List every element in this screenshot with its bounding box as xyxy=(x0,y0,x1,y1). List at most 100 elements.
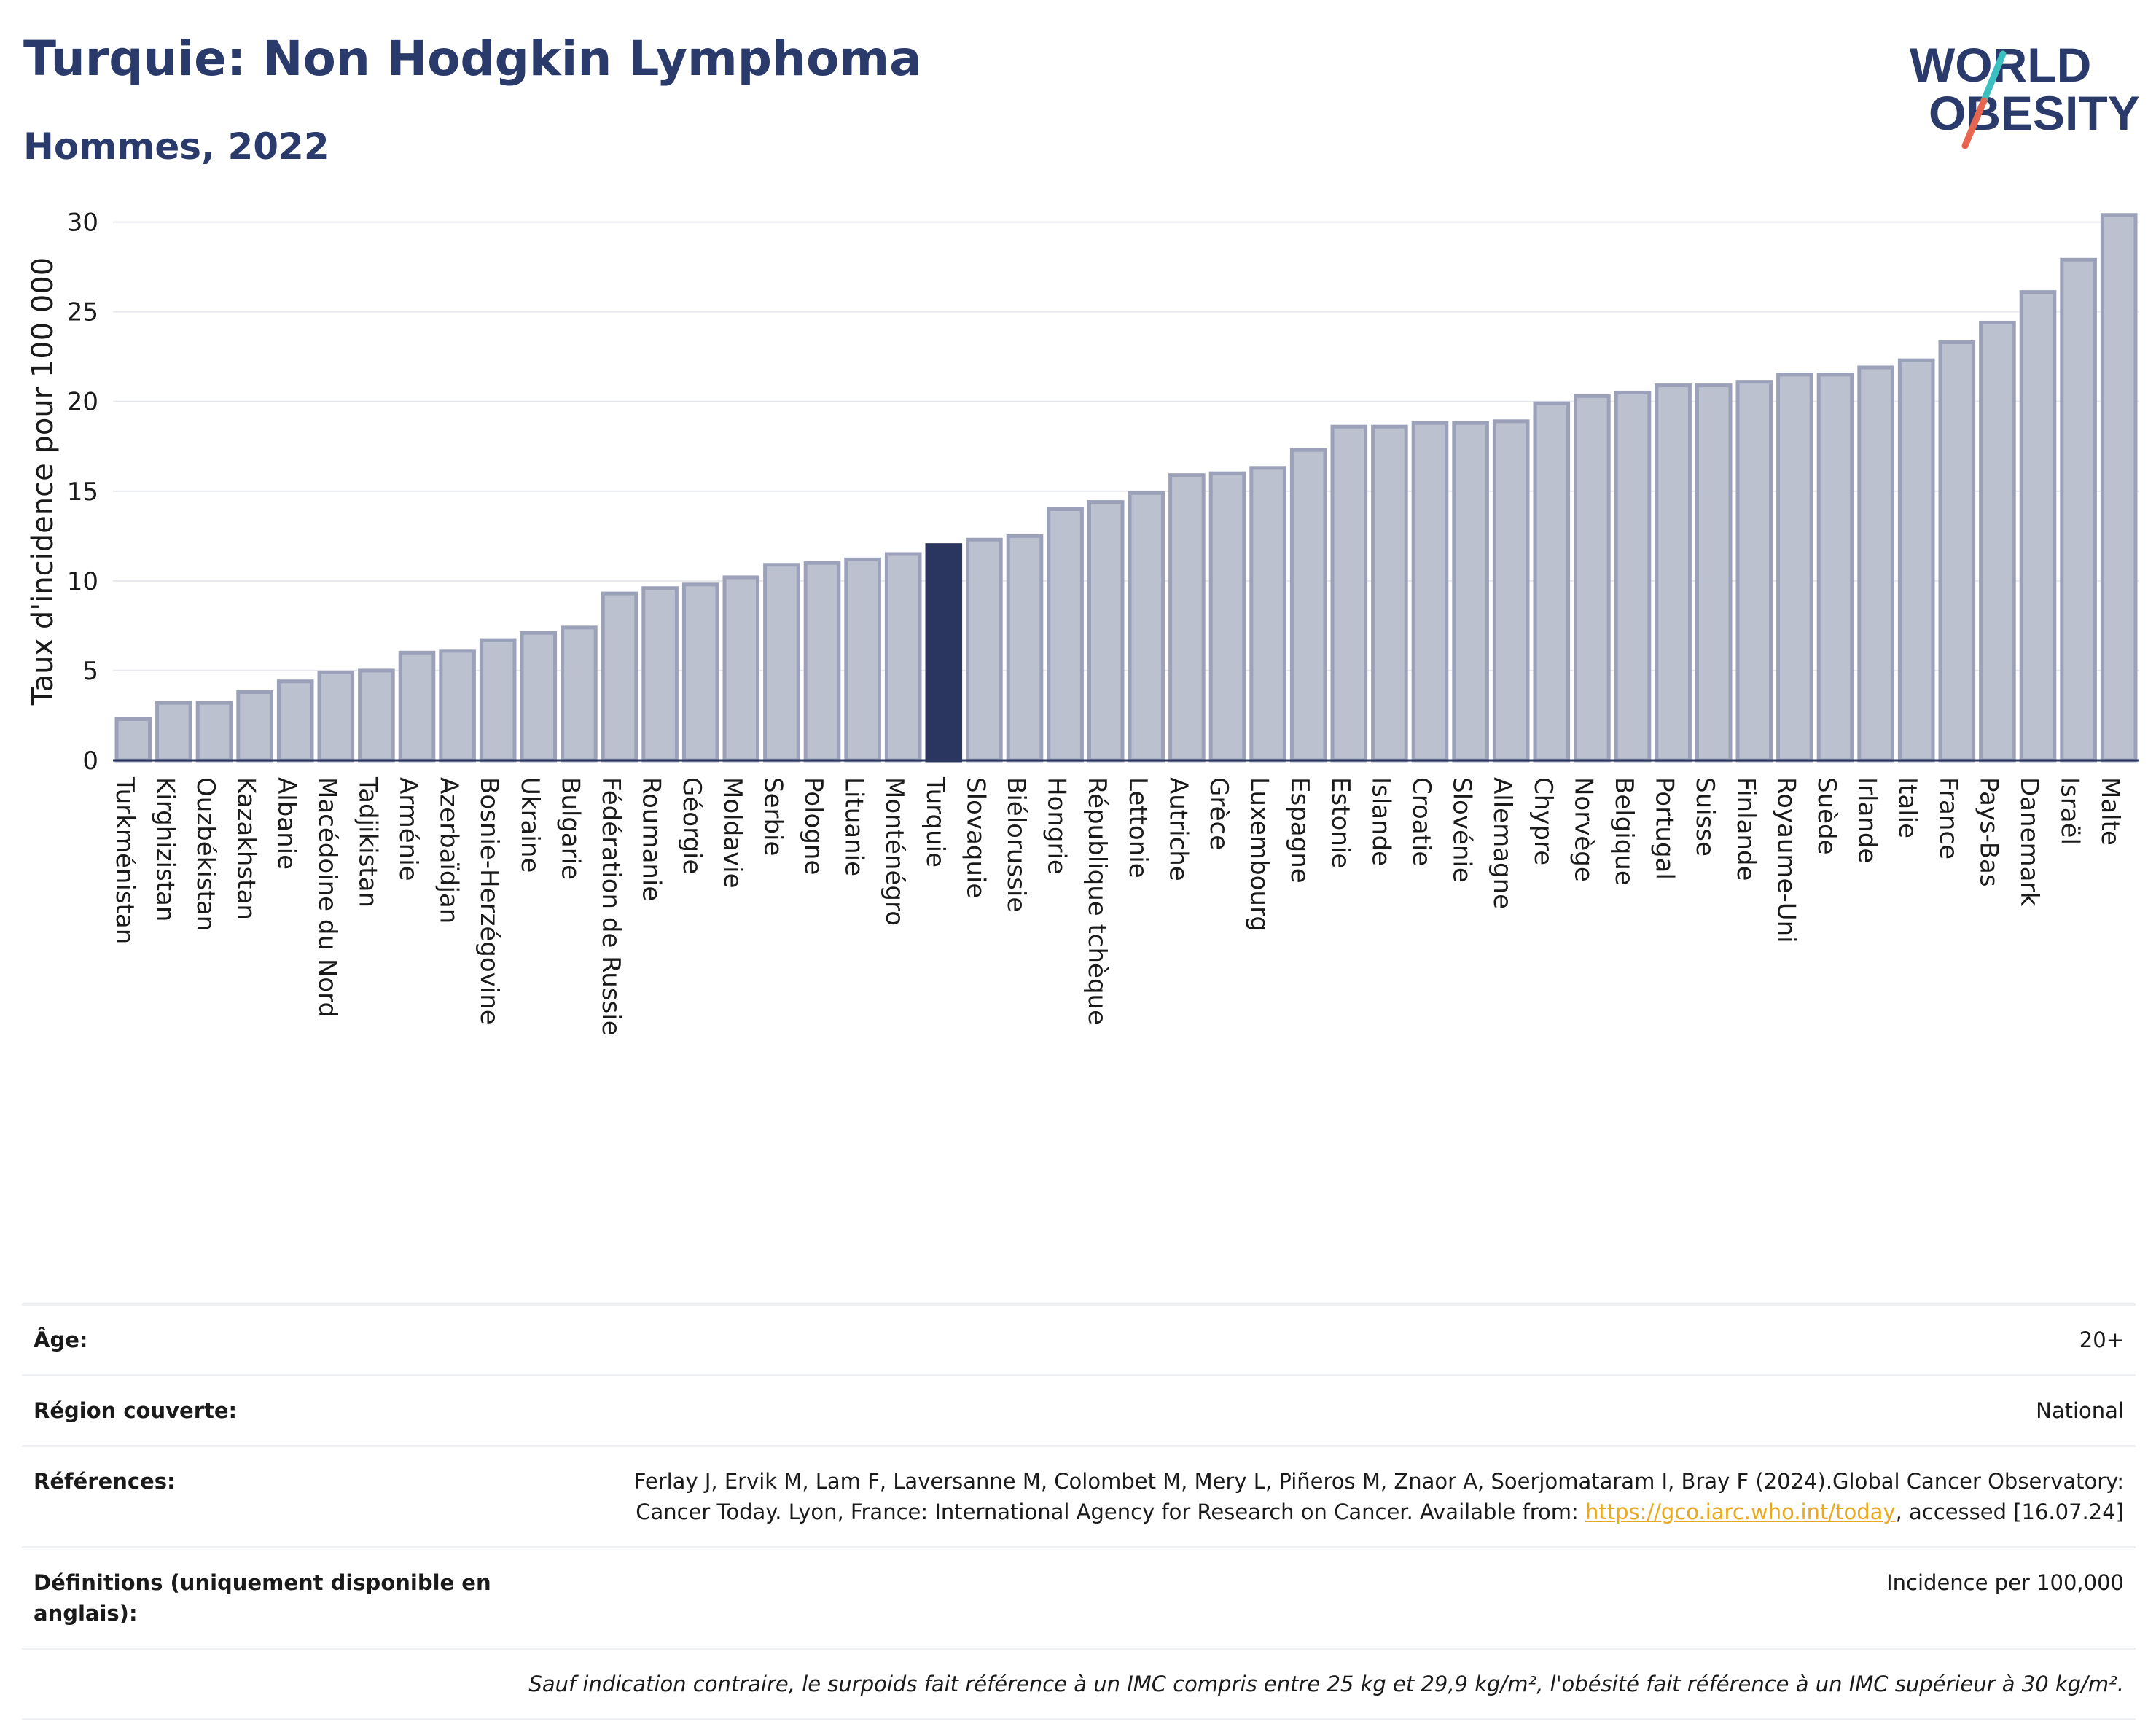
x-tick-label: Géorgie xyxy=(677,777,706,874)
x-tick-label: Islande xyxy=(1366,777,1395,866)
x-tick-label: Ouzbékistan xyxy=(191,777,220,931)
x-tick-label: Croatie xyxy=(1407,777,1436,866)
x-tick-label: Chypre xyxy=(1528,777,1558,865)
meta-row-age: Âge: 20+ xyxy=(22,1303,2136,1374)
x-tick-label: Biélorussie xyxy=(1001,777,1031,912)
y-tick-label: 30 xyxy=(67,208,98,238)
x-tick-label: Finlande xyxy=(1731,777,1760,881)
x-tick-label: Allemagne xyxy=(1488,777,1517,909)
bar xyxy=(1735,380,1773,763)
bar xyxy=(520,631,558,763)
bar xyxy=(317,670,355,763)
bar xyxy=(803,561,841,763)
bar xyxy=(1168,473,1206,763)
bar xyxy=(1452,421,1489,763)
bar xyxy=(681,582,719,763)
world-obesity-logo: WORLD OBESITY xyxy=(1910,38,2140,149)
x-tick-label: Portugal xyxy=(1650,777,1679,880)
references-value: Ferlay J, Ervik M, Lam F, Laversanne M, … xyxy=(557,1466,2124,1527)
bar xyxy=(1289,448,1327,763)
bar xyxy=(1776,373,1813,763)
bar xyxy=(2060,257,2097,763)
y-tick-label: 10 xyxy=(67,567,98,596)
bar xyxy=(155,701,192,763)
bar xyxy=(439,649,476,763)
chart-title: Turquie: Non Hodgkin Lymphoma xyxy=(23,31,922,87)
x-tick-label: Italie xyxy=(1893,777,1922,838)
x-tick-label: Pologne xyxy=(799,777,828,875)
references-suffix: , accessed [16.07.24] xyxy=(1895,1500,2124,1524)
x-tick-label: Bulgarie xyxy=(555,777,585,880)
x-tick-label: République tchèque xyxy=(1082,777,1112,1025)
references-label: Références: xyxy=(34,1469,176,1494)
bar xyxy=(236,690,273,763)
bar xyxy=(1614,390,1652,763)
x-tick-label: Norvège xyxy=(1569,777,1598,882)
meta-row-references: Références: Ferlay J, Ervik M, Lam F, La… xyxy=(22,1445,2136,1546)
bar xyxy=(1979,320,2016,763)
x-tick-label: France xyxy=(1934,777,1963,859)
x-tick-label: Roumanie xyxy=(637,777,666,901)
bar xyxy=(722,575,760,763)
bar xyxy=(966,537,1003,763)
bar xyxy=(398,650,436,763)
age-label: Âge: xyxy=(34,1327,88,1352)
x-tick-label: Slovaquie xyxy=(961,777,990,898)
bar xyxy=(1411,421,1449,763)
y-tick-label: 20 xyxy=(67,388,98,417)
bar xyxy=(1492,419,1530,763)
y-tick-label: 0 xyxy=(82,746,98,776)
meta-row-definitions: Définitions (uniquement disponible en an… xyxy=(22,1546,2136,1648)
bar xyxy=(1695,383,1733,763)
bar-chart: 0 5 10 15 20 25 30 Turkménistan Kirghizistan Ouz… xyxy=(26,208,2139,1036)
references-link[interactable]: https://gco.iarc.who.int/today xyxy=(1585,1500,1896,1524)
x-tick-label: Serbie xyxy=(758,777,787,856)
x-tick-label: Arménie xyxy=(394,777,423,881)
x-tick-label: Pays-Bas xyxy=(1974,777,2003,887)
bar xyxy=(195,701,233,763)
x-axis-ticks: Turkménistan Kirghizistan Ouzbékistan Kazak… xyxy=(110,776,2125,1036)
bar xyxy=(114,717,152,763)
bar xyxy=(1047,507,1084,763)
bar xyxy=(1938,340,1976,763)
y-tick-label: 5 xyxy=(82,657,98,686)
meta-row-note: Sauf indication contraire, le surpoids f… xyxy=(22,1648,2136,1720)
x-tick-label: Monténégro xyxy=(880,777,909,926)
x-tick-label: Turkménistan xyxy=(110,776,139,944)
logo-text-obesity: OBESITY xyxy=(1929,86,2140,140)
x-tick-label: Irlande xyxy=(1853,777,1882,863)
region-value: National xyxy=(2036,1398,2124,1423)
y-axis-ticks: 0 5 10 15 20 25 30 xyxy=(67,208,98,776)
x-tick-label: Espagne xyxy=(1285,777,1314,884)
bar xyxy=(2100,213,2138,763)
x-tick-label: Moldavie xyxy=(718,777,747,889)
x-tick-label: Belgique xyxy=(1609,777,1639,886)
region-label: Région couverte: xyxy=(34,1398,238,1423)
chart-subtitle: Hommes, 2022 xyxy=(23,125,329,168)
definitions-label: Définitions (uniquement disponible en an… xyxy=(34,1570,491,1626)
bar xyxy=(1249,466,1286,763)
bar xyxy=(1371,424,1408,763)
bar xyxy=(561,625,598,763)
y-tick-label: 15 xyxy=(67,477,98,507)
bars xyxy=(114,213,2138,763)
footnote: Sauf indication contraire, le surpoids f… xyxy=(528,1672,2124,1696)
x-tick-label: Kazakhstan xyxy=(232,777,261,920)
x-tick-label: Hongrie xyxy=(1042,777,1071,875)
x-tick-label: Luxembourg xyxy=(1245,777,1274,932)
bar xyxy=(1574,394,1611,763)
bar xyxy=(358,668,395,763)
x-tick-label: Lettonie xyxy=(1123,777,1152,878)
bar xyxy=(1857,365,1894,763)
x-tick-label: Turquie xyxy=(921,776,950,868)
logo-slash-teal xyxy=(1980,50,2007,104)
bar-highlight xyxy=(925,543,963,763)
bar xyxy=(479,638,517,763)
x-tick-label: Kirghizistan xyxy=(150,777,179,921)
bar xyxy=(1897,358,1935,763)
bar xyxy=(1128,491,1165,763)
x-tick-label: Lituanie xyxy=(840,777,869,876)
bar xyxy=(1208,471,1246,763)
bar xyxy=(641,586,679,763)
bar xyxy=(763,563,800,763)
